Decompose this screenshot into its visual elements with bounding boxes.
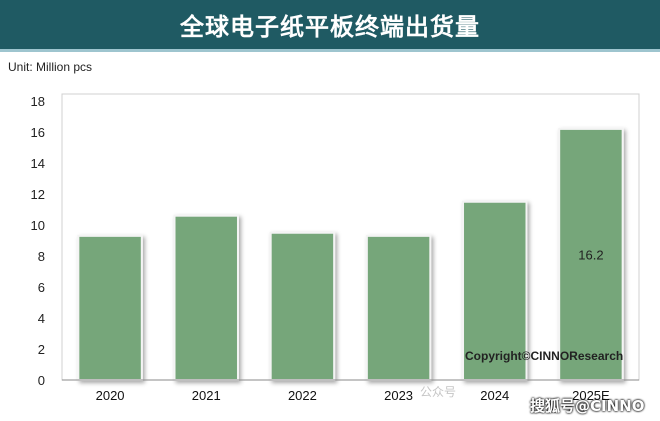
data-label: 16.2	[578, 247, 603, 262]
bar-2020	[77, 234, 143, 381]
y-tick-label: 2	[38, 342, 45, 357]
y-tick-label: 16	[31, 125, 45, 140]
chart-title: 全球电子纸平板终端出货量	[180, 13, 480, 41]
bar-2023	[365, 234, 432, 381]
title-bar: 全球电子纸平板终端出货量	[0, 0, 660, 52]
x-tick-label: 2022	[288, 388, 317, 403]
y-tick-label: 12	[31, 187, 45, 202]
y-tick-label: 10	[31, 218, 45, 233]
x-tick-label: 2021	[192, 388, 221, 403]
watermark-left: 公众号	[420, 385, 457, 399]
x-tick-label: 2024	[480, 388, 509, 403]
plot-frame	[61, 93, 640, 381]
y-tick-label: 18	[31, 94, 45, 109]
bar-2021	[173, 214, 239, 381]
x-tick-label: 2025E	[572, 388, 610, 403]
y-tick-label: 4	[38, 311, 45, 326]
unit-label: Unit: Million pcs	[8, 60, 93, 74]
y-tick-label: 14	[31, 156, 45, 171]
x-tick-label: 2020	[96, 388, 125, 403]
watermark-right: 搜狐号@CINNO	[530, 397, 645, 415]
y-tick-label: 8	[38, 249, 45, 264]
x-tick-label: 2023	[384, 388, 413, 403]
bar-2022	[269, 231, 336, 381]
y-tick-label: 0	[38, 373, 45, 388]
bar-2024	[462, 200, 528, 381]
copyright-text: Copyright©CINNOResearch	[465, 349, 623, 363]
y-tick-label: 6	[38, 280, 45, 295]
